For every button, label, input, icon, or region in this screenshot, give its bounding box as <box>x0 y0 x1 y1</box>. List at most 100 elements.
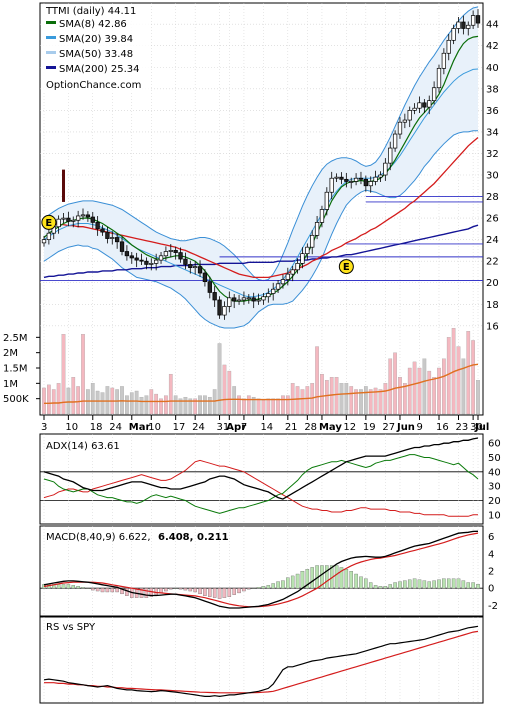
volume-bar <box>271 398 276 415</box>
candle-body <box>295 262 300 271</box>
volume-bar <box>471 340 475 415</box>
macd-histogram-bar <box>66 584 71 589</box>
macd-tick-label: 6 <box>488 532 494 543</box>
candle-body <box>66 217 71 222</box>
macd-histogram-bar <box>139 588 144 598</box>
macd-histogram-bar <box>398 581 402 589</box>
x-tick-label: 28 <box>304 422 317 433</box>
candle-body <box>110 237 115 239</box>
volume-bar <box>373 387 378 415</box>
bollinger-lower-line <box>43 130 478 329</box>
bollinger-upper-line <box>43 6 479 282</box>
candle-body <box>71 219 76 222</box>
macd-histogram-bar <box>144 588 149 598</box>
candle-body <box>392 133 398 149</box>
candle-body <box>85 214 91 218</box>
volume-bar <box>164 395 168 415</box>
macd-histogram-bar <box>76 586 80 589</box>
volume-bar <box>183 396 188 415</box>
volume-bar <box>76 386 80 415</box>
volume-bar <box>320 373 324 415</box>
price-tick-label: 30 <box>486 171 499 182</box>
macd-histogram-bar <box>266 585 271 589</box>
volume-bar <box>159 398 163 415</box>
macd-histogram-bar <box>188 588 193 592</box>
macd-histogram-bar <box>71 585 76 589</box>
plus-di-line <box>43 454 479 514</box>
adx-title: ADX(14) 63.61 <box>46 441 120 452</box>
volume-bar <box>417 367 422 415</box>
volume-bar <box>125 395 129 415</box>
x-tick-label: 24 <box>192 422 205 433</box>
candle-body <box>241 297 247 301</box>
volume-bar <box>66 387 71 415</box>
macd-signal-value: 6.408, <box>158 532 193 543</box>
volume-bar <box>383 383 388 415</box>
candle-body <box>124 251 130 257</box>
candle-body <box>388 147 393 164</box>
macd-histogram-bar <box>125 588 129 596</box>
volume-bar <box>105 386 110 415</box>
volume-bar <box>427 370 432 415</box>
macd-histogram-bar <box>281 580 285 589</box>
legend-sma8: SMA(8) 42.86 <box>59 19 127 30</box>
candle-body <box>232 297 237 302</box>
macd-histogram-bar <box>222 588 227 598</box>
candle-body <box>456 21 461 29</box>
macd-histogram-bar <box>378 586 383 589</box>
candle-body <box>158 255 164 261</box>
candle-body <box>446 39 451 54</box>
macd-histogram-bar <box>446 578 451 589</box>
macd-histogram-bar <box>412 578 417 589</box>
candle-body <box>285 273 290 280</box>
candle-body <box>417 102 422 109</box>
volume-bar <box>237 395 241 415</box>
volume-bar <box>300 389 305 415</box>
x-tick-label: 21 <box>285 422 298 433</box>
volume-bar <box>295 386 300 415</box>
volume-bar <box>203 395 207 415</box>
macd-histogram-bar <box>437 579 441 589</box>
volume-bar <box>139 396 144 415</box>
volume-bar <box>81 334 85 415</box>
volume-bar <box>359 389 363 415</box>
volume-bar <box>232 386 237 415</box>
volume-tick-label: 2M <box>3 348 18 359</box>
candle-body <box>271 288 276 294</box>
candle-body <box>436 67 442 89</box>
candle-body <box>251 297 256 302</box>
macd-histogram-bar <box>290 575 295 589</box>
volume-bar <box>344 383 349 415</box>
x-tick-label: 24 <box>109 422 122 433</box>
macd-histogram-bar <box>417 579 422 589</box>
adx-tick-label: 30 <box>488 482 501 493</box>
volume-bar <box>178 398 183 415</box>
candle-body <box>358 177 364 180</box>
x-tick-label: 16 <box>436 422 449 433</box>
candle-body <box>266 293 271 298</box>
candle-body <box>324 191 329 210</box>
candle-body <box>368 181 373 187</box>
candle-body <box>407 110 412 121</box>
watermark: OptionChance.com <box>46 80 141 91</box>
volume-tick-label: 1.5M <box>3 364 28 375</box>
adx-tick-label: 60 <box>488 439 501 450</box>
x-tick-label: Jul <box>474 422 489 433</box>
bollinger-band-fill <box>44 6 478 329</box>
macd-tick-label: -2 <box>488 601 498 612</box>
price-tick-label: 16 <box>486 321 499 332</box>
volume-bar <box>285 395 290 415</box>
volume-bar <box>446 337 451 415</box>
candle-body <box>212 292 217 301</box>
candle-body <box>178 252 183 260</box>
candle-body <box>149 262 154 265</box>
candle-body <box>339 176 344 180</box>
sma50-line <box>44 137 479 279</box>
macd-histogram-bar <box>320 565 324 589</box>
volume-bar <box>251 396 256 415</box>
candle-body <box>319 209 325 223</box>
candle-body <box>46 232 52 240</box>
candle-body <box>310 234 315 248</box>
macd-histogram-bar <box>110 588 115 593</box>
